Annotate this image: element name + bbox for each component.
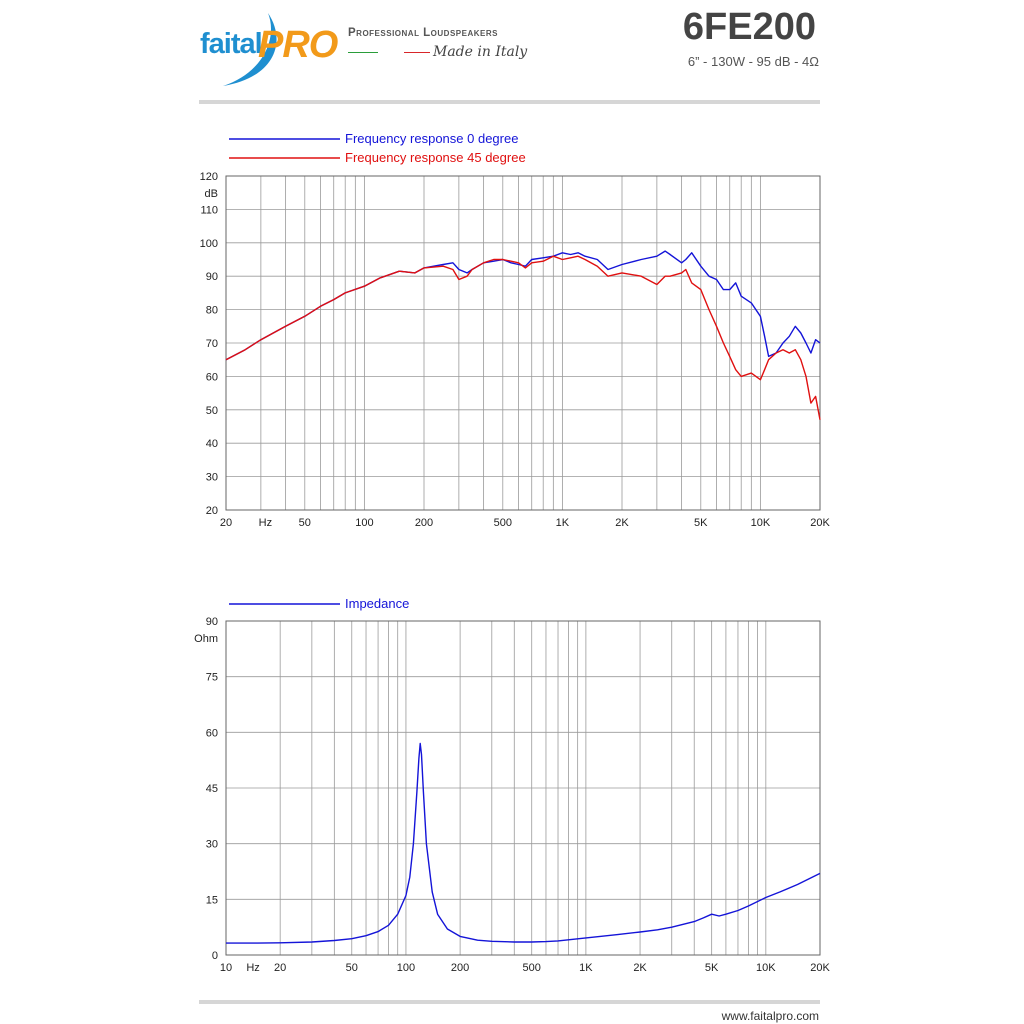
model-name: 6FE200 bbox=[682, 6, 816, 48]
y-axis-label: dB bbox=[205, 188, 218, 200]
y-tick-label: 100 bbox=[200, 238, 218, 250]
y-tick-label: 90 bbox=[206, 271, 218, 283]
flag-line-red bbox=[404, 52, 430, 53]
x-tick-label: 1K bbox=[556, 517, 570, 529]
x-tick-label: 200 bbox=[451, 962, 469, 974]
x-tick-label: 10K bbox=[756, 962, 776, 974]
y-tick-label: 50 bbox=[206, 405, 218, 417]
x-tick-label: 20K bbox=[810, 517, 830, 529]
y-tick-label: 0 bbox=[212, 950, 218, 962]
y-tick-label: 75 bbox=[206, 672, 218, 684]
legend-label-1-0: Impedance bbox=[345, 596, 409, 611]
top-divider bbox=[199, 100, 820, 104]
made-in-italy: Made in Italy bbox=[433, 44, 528, 60]
legend-label-0-0: Frequency response 0 degree bbox=[345, 131, 518, 146]
x-tick-label: 50 bbox=[299, 517, 311, 529]
x-tick-label: 20K bbox=[810, 962, 830, 974]
legend-label-0-1: Frequency response 45 degree bbox=[345, 150, 526, 165]
y-tick-label: 40 bbox=[206, 438, 218, 450]
y-tick-label: 60 bbox=[206, 727, 218, 739]
y-tick-label: 90 bbox=[206, 616, 218, 628]
x-tick-label: 5K bbox=[705, 962, 719, 974]
x-tick-label: 500 bbox=[494, 517, 512, 529]
x-tick-label: 50 bbox=[346, 962, 358, 974]
y-tick-label: 120 bbox=[200, 171, 218, 183]
y-tick-label: 80 bbox=[206, 305, 218, 317]
x-axis-label: Hz bbox=[246, 962, 259, 974]
y-tick-label: 110 bbox=[200, 204, 218, 216]
brand-swoosh-icon bbox=[223, 13, 277, 86]
series-line-0-0 bbox=[225, 250, 821, 361]
bottom-divider bbox=[199, 1000, 820, 1004]
tagline: Professional Loudspeakers bbox=[348, 27, 498, 39]
x-tick-label: 10K bbox=[751, 517, 771, 529]
header: faital PRO Professional Loudspeakers Mad… bbox=[0, 0, 1024, 110]
plot-frame-1 bbox=[225, 620, 821, 956]
brand-pro: PRO bbox=[258, 24, 338, 66]
series-line-1-0 bbox=[226, 742, 821, 944]
series-line-0-1 bbox=[225, 255, 821, 420]
y-tick-label: 15 bbox=[206, 894, 218, 906]
model-specs: 6” - 130W - 95 dB - 4Ω bbox=[687, 54, 819, 69]
x-tick-label: 100 bbox=[355, 517, 373, 529]
x-tick-label: 2K bbox=[615, 517, 629, 529]
flag-line-green bbox=[348, 52, 378, 53]
x-tick-label: 100 bbox=[397, 962, 415, 974]
x-tick-label: 2K bbox=[633, 962, 647, 974]
footer-url: www.faitalpro.com bbox=[721, 1009, 819, 1023]
x-tick-label: 1K bbox=[579, 962, 593, 974]
x-tick-label: 20 bbox=[220, 517, 232, 529]
y-tick-label: 60 bbox=[206, 371, 218, 383]
x-tick-label: 200 bbox=[415, 517, 433, 529]
y-tick-label: 45 bbox=[206, 783, 218, 795]
y-axis-label: Ohm bbox=[194, 633, 218, 645]
x-tick-label: 10 bbox=[220, 962, 232, 974]
x-axis-label: Hz bbox=[259, 517, 272, 529]
x-tick-label: 20 bbox=[274, 962, 286, 974]
y-tick-label: 20 bbox=[206, 505, 218, 517]
x-tick-label: 5K bbox=[694, 517, 708, 529]
x-tick-label: 500 bbox=[523, 962, 541, 974]
brand-faital: faital bbox=[200, 28, 263, 60]
y-tick-label: 70 bbox=[206, 338, 218, 350]
y-tick-label: 30 bbox=[206, 472, 218, 484]
y-tick-label: 30 bbox=[206, 839, 218, 851]
